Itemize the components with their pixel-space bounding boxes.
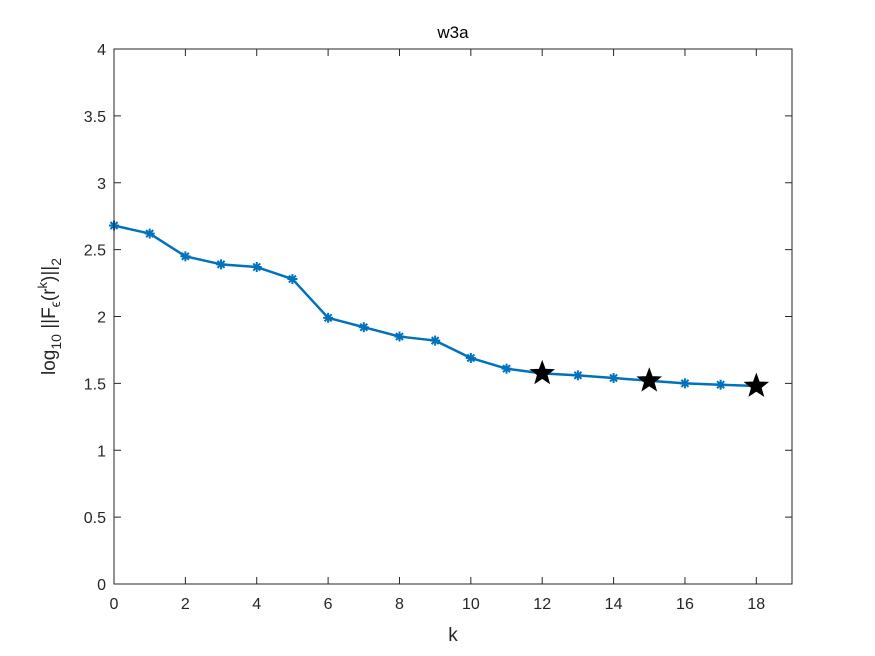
x-tick-label: 14 [605, 596, 623, 613]
x-tick-label: 0 [110, 596, 119, 613]
x-tick-label: 6 [324, 596, 333, 613]
data-point-marker [465, 352, 476, 363]
y-tick-label: 1.5 [84, 376, 106, 393]
x-tick-label: 10 [462, 596, 480, 613]
x-tick-label: 12 [533, 596, 551, 613]
data-point-marker [180, 251, 191, 262]
y-label-arg-open: (r [39, 288, 60, 301]
data-point-marker [358, 322, 369, 333]
y-label-base: 10 [48, 334, 64, 350]
chart-title: w3a [436, 23, 469, 42]
y-axis-label: log10 ||Fϵ(rk)||2 [35, 258, 64, 375]
star-marker [636, 367, 663, 392]
y-tick-label: 2 [97, 310, 106, 327]
data-point-marker [679, 378, 690, 389]
y-axis-ticks: 0 0.5 1 1.5 2 2.5 3 3.5 4 [84, 42, 792, 594]
y-tick-label: 2.5 [84, 243, 106, 260]
y-label-log: log [39, 350, 60, 375]
x-axis-ticks: 0 2 4 6 8 10 12 14 16 18 [110, 49, 765, 613]
data-point-marker [501, 363, 512, 374]
data-point-marker [430, 335, 441, 346]
y-tick-label: 0.5 [84, 510, 106, 527]
y-label-norm-close: )|| [39, 266, 60, 282]
plot-area [114, 49, 792, 584]
x-tick-label: 8 [395, 596, 404, 613]
y-tick-label: 1 [97, 443, 106, 460]
data-point-marker [715, 379, 726, 390]
data-point-marker [144, 228, 155, 239]
y-label-superscript-k: k [35, 281, 50, 288]
data-point-marker [394, 331, 405, 342]
star-marker [743, 372, 770, 397]
y-label-norm-open: ||F [39, 307, 60, 334]
x-tick-label: 2 [181, 596, 190, 613]
star-marker [529, 359, 555, 385]
y-tick-label: 3.5 [84, 109, 106, 126]
highlighted-points [529, 359, 770, 397]
x-axis-label: k [448, 625, 458, 646]
data-point-marker [216, 259, 227, 270]
y-tick-label: 4 [97, 42, 106, 59]
y-label-norm-subscript: 2 [48, 258, 64, 266]
x-tick-label: 18 [747, 596, 765, 613]
y-tick-label: 3 [97, 176, 106, 193]
data-point-marker [572, 370, 583, 381]
data-point-marker [323, 312, 334, 323]
data-point-marker [608, 373, 619, 384]
plot-box [113, 48, 793, 585]
data-point-marker [251, 262, 262, 273]
x-tick-label: 16 [676, 596, 694, 613]
data-point-marker [287, 274, 298, 285]
y-label-epsilon: ϵ [47, 301, 63, 307]
y-tick-label: 0 [97, 577, 106, 594]
x-tick-label: 4 [252, 596, 261, 613]
